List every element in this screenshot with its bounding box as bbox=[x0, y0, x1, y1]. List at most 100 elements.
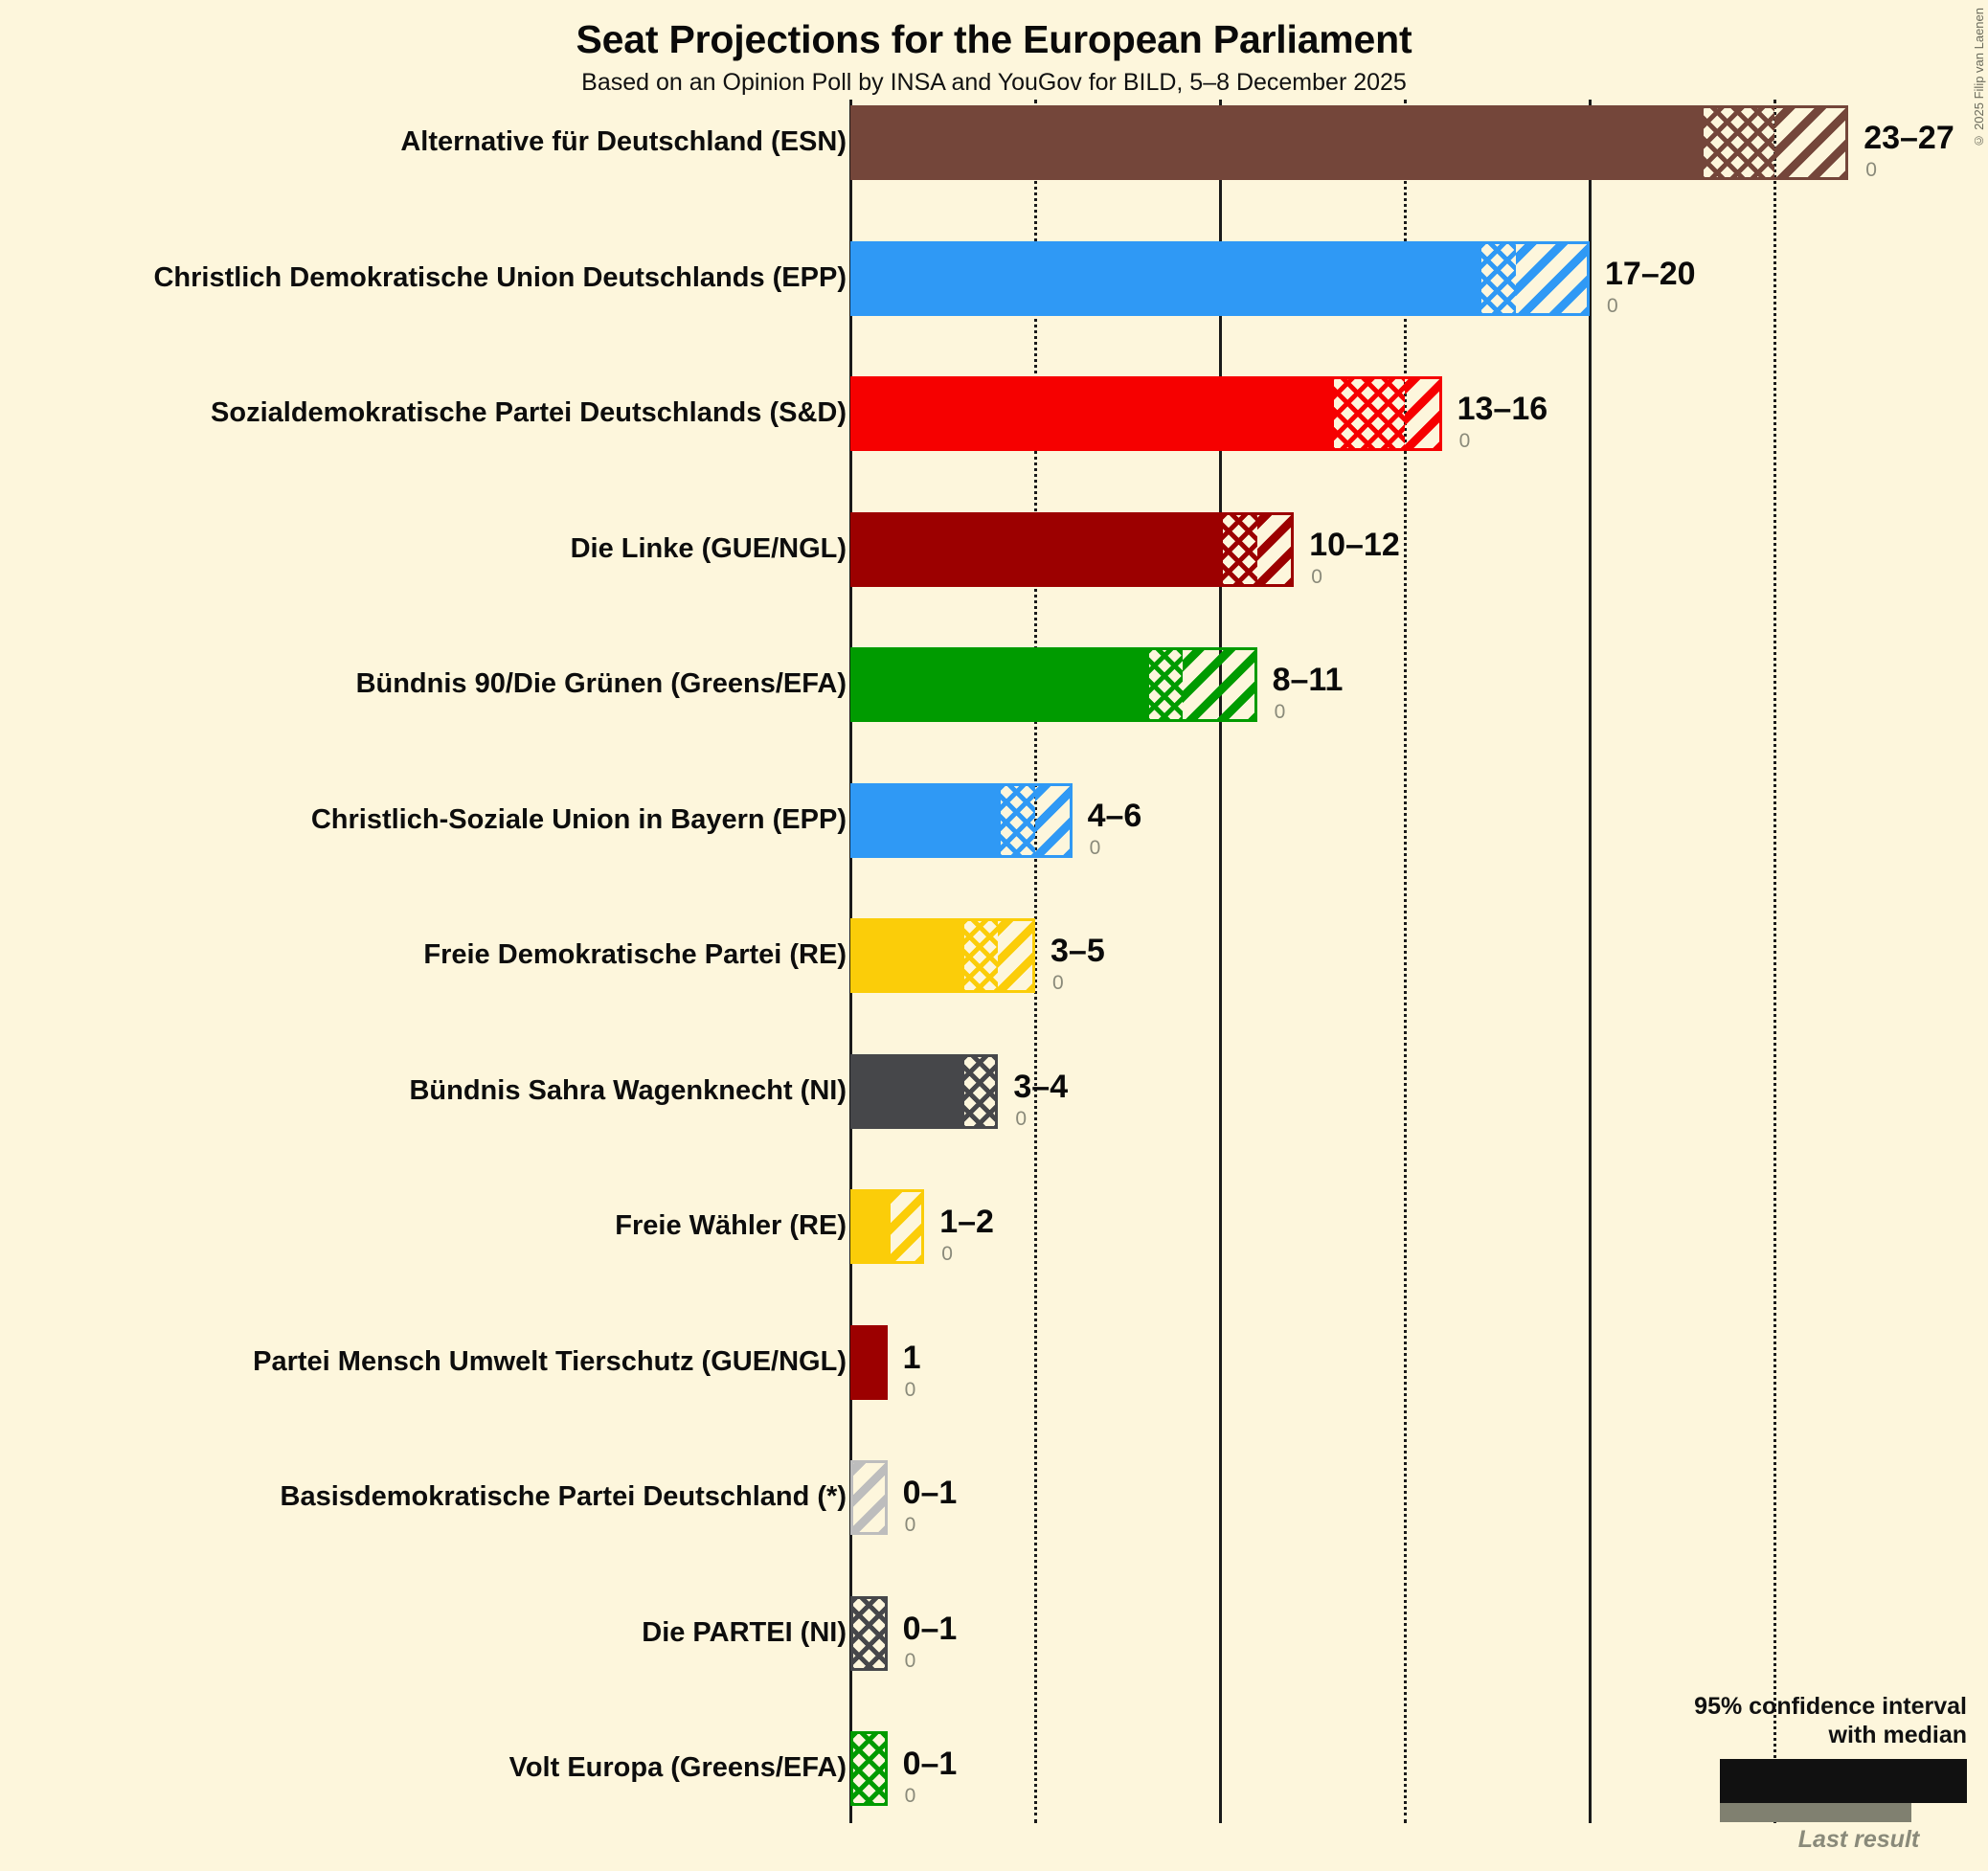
bar-segment-lower bbox=[850, 1189, 888, 1264]
party-label: Volt Europa (Greens/EFA) bbox=[508, 1752, 847, 1783]
legend-last-result-swatch bbox=[1720, 1803, 1911, 1822]
chart-row: Basisdemokratische Partei Deutschland (*… bbox=[0, 1460, 1988, 1535]
page-subtitle: Based on an Opinion Poll by INSA and You… bbox=[581, 69, 1407, 96]
last-result-label: 0 bbox=[904, 1514, 916, 1536]
party-label: Freie Demokratische Partei (RE) bbox=[423, 939, 847, 970]
confidence-interval-bar bbox=[850, 1324, 888, 1400]
bar-segment-median bbox=[850, 1731, 888, 1806]
bar-segment-lower bbox=[850, 918, 961, 993]
party-label: Christlich Demokratische Union Deutschla… bbox=[153, 261, 847, 293]
confidence-interval-bar bbox=[850, 1189, 925, 1264]
legend-last-result-label: Last result bbox=[1797, 1826, 1920, 1853]
confidence-interval-bar bbox=[850, 647, 1257, 722]
bar-interval-outline bbox=[1700, 105, 1849, 180]
last-result-label: 0 bbox=[1274, 701, 1286, 723]
bar-segment-median bbox=[998, 782, 1035, 858]
legend-ci-bar bbox=[1720, 1759, 1967, 1803]
bar-segment-upper bbox=[1774, 105, 1849, 180]
party-label: Bündnis Sahra Wagenknecht (NI) bbox=[409, 1074, 847, 1106]
party-label: Partei Mensch Umwelt Tierschutz (GUE/NGL… bbox=[253, 1345, 847, 1377]
bar-interval-outline bbox=[960, 918, 1035, 993]
seat-range-label: 3–5 bbox=[1050, 933, 1105, 969]
gridline-major bbox=[1588, 100, 1592, 1823]
bar-interval-outline bbox=[1220, 511, 1295, 587]
chart-row: Die PARTEI (NI) 0–1 0 bbox=[0, 1595, 1988, 1672]
chart-legend: 95% confidence interval with median Last… bbox=[1632, 1693, 1967, 1854]
bar-segment-lower bbox=[850, 240, 1480, 316]
bar-interval-outline bbox=[1479, 240, 1590, 316]
party-label: Die PARTEI (NI) bbox=[642, 1616, 847, 1648]
seat-range-label: 1 bbox=[902, 1339, 921, 1376]
bar-segment-upper bbox=[1035, 782, 1073, 858]
bar-segment-upper bbox=[998, 918, 1035, 993]
bar-segment-median bbox=[960, 1053, 999, 1129]
bar-segment-median bbox=[1700, 105, 1774, 180]
bar-segment-lower bbox=[850, 782, 999, 858]
bar-interval-outline bbox=[960, 1053, 999, 1129]
legend-upper-swatch bbox=[1904, 1763, 1963, 1799]
chart-row: Freie Demokratische Partei (RE) 3–5 0 bbox=[0, 918, 1988, 993]
bar-segment-lower bbox=[850, 511, 1220, 587]
last-result-label: 0 bbox=[904, 1649, 916, 1672]
bar-segment-lower bbox=[850, 647, 1146, 722]
legend-line-2: with median bbox=[1828, 1721, 1967, 1748]
party-label: Basisdemokratische Partei Deutschland (*… bbox=[280, 1481, 847, 1512]
bar-interval-outline bbox=[887, 1189, 925, 1264]
confidence-interval-bar bbox=[850, 1731, 888, 1806]
seat-range-label: 17–20 bbox=[1605, 255, 1696, 292]
seat-range-label: 10–12 bbox=[1309, 526, 1400, 563]
seat-range-label: 4–6 bbox=[1087, 797, 1142, 834]
party-label: Die Linke (GUE/NGL) bbox=[570, 532, 847, 564]
bar-interval-outline bbox=[1330, 376, 1442, 451]
party-label: Freie Wähler (RE) bbox=[615, 1210, 847, 1241]
legend-line-1: 95% confidence interval bbox=[1694, 1693, 1967, 1720]
bar-segment-upper bbox=[850, 1460, 888, 1535]
confidence-interval-bar bbox=[850, 105, 1849, 180]
last-result-label: 0 bbox=[904, 1378, 916, 1401]
chart-row: Bündnis Sahra Wagenknecht (NI) 3–4 0 bbox=[0, 1053, 1988, 1129]
last-result-label: 0 bbox=[904, 1785, 916, 1807]
bar-segment-median bbox=[850, 1595, 888, 1671]
gridline-minor bbox=[1773, 100, 1776, 1823]
confidence-interval-bar bbox=[850, 511, 1295, 587]
last-result-label: 0 bbox=[1865, 159, 1877, 181]
seat-range-label: 3–4 bbox=[1013, 1068, 1069, 1105]
last-result-label: 0 bbox=[941, 1243, 953, 1265]
confidence-interval-bar bbox=[850, 918, 1035, 993]
confidence-interval-bar bbox=[850, 240, 1590, 316]
bar-segment-lower bbox=[850, 105, 1701, 180]
confidence-interval-bar bbox=[850, 782, 1073, 858]
bar-segment-median bbox=[960, 918, 999, 993]
bar-segment-upper bbox=[1256, 511, 1295, 587]
bar-interval-outline bbox=[850, 1460, 888, 1535]
seat-range-label: 23–27 bbox=[1864, 120, 1954, 156]
bar-segment-upper bbox=[1405, 376, 1442, 451]
party-label: Bündnis 90/Die Grünen (Greens/EFA) bbox=[355, 668, 847, 699]
chart-row: Bündnis 90/Die Grünen (Greens/EFA) 8–11 0 bbox=[0, 647, 1988, 722]
confidence-interval-bar bbox=[850, 1595, 888, 1671]
chart-row: Partei Mensch Umwelt Tierschutz (GUE/NGL… bbox=[0, 1324, 1988, 1401]
last-result-label: 0 bbox=[1052, 972, 1064, 994]
bar-segment-upper bbox=[887, 1189, 925, 1264]
gridline-major bbox=[1218, 100, 1222, 1823]
bar-interval-outline bbox=[850, 1731, 888, 1806]
chart-row: Die Linke (GUE/NGL) 10–12 0 bbox=[0, 511, 1988, 588]
chart-row: Freie Wähler (RE) 1–2 0 bbox=[0, 1189, 1988, 1264]
bar-segment-lower bbox=[850, 1053, 961, 1129]
confidence-interval-bar bbox=[850, 1053, 999, 1129]
confidence-interval-bar bbox=[850, 1460, 888, 1535]
seat-range-label: 1–2 bbox=[939, 1204, 994, 1240]
bar-segment-lower bbox=[850, 1324, 888, 1400]
last-result-label: 0 bbox=[1089, 836, 1101, 859]
page-title: Seat Projections for the European Parlia… bbox=[576, 17, 1412, 61]
bar-segment-median bbox=[1330, 376, 1405, 451]
bar-interval-outline bbox=[998, 782, 1073, 858]
seat-range-label: 8–11 bbox=[1272, 662, 1344, 698]
seat-range-label: 0–1 bbox=[902, 1610, 958, 1647]
plot-area: Alternative für Deutschland (ESN) 23–27 0 C… bbox=[0, 100, 1988, 1871]
confidence-interval-bar bbox=[850, 376, 1442, 451]
chart-row: Christlich-Soziale Union in Bayern (EPP)… bbox=[0, 782, 1988, 859]
bar-segment-upper bbox=[1183, 647, 1257, 722]
gridline-minor bbox=[1403, 100, 1407, 1823]
last-result-label: 0 bbox=[1311, 565, 1322, 588]
